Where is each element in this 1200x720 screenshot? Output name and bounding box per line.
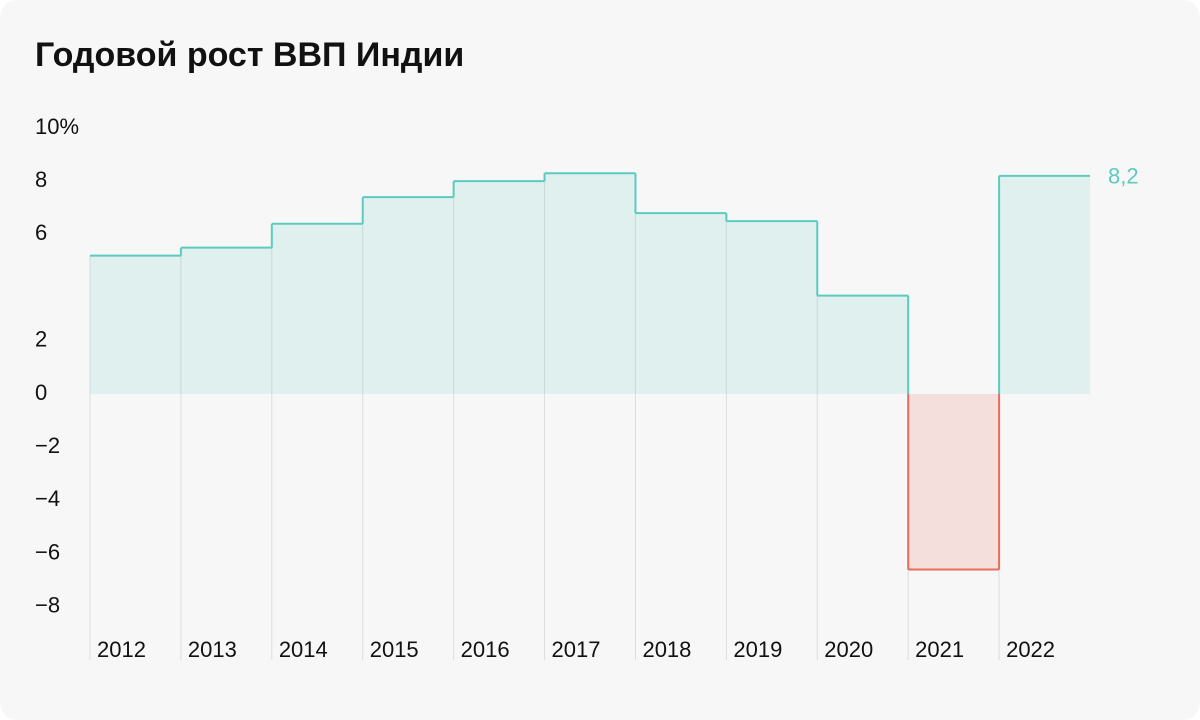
x-tick-label: 2017	[552, 637, 601, 662]
value-label: 8,2	[1108, 164, 1139, 189]
x-tick-label: 2014	[279, 637, 328, 662]
y-tick-label: 6	[35, 220, 47, 245]
x-tick-label: 2013	[188, 637, 237, 662]
y-tick-label: −2	[35, 433, 60, 458]
bar	[635, 213, 727, 394]
y-tick-label: −4	[35, 486, 60, 511]
bar	[908, 393, 1000, 570]
x-tick-label: 2016	[461, 637, 510, 662]
x-tick-label: 2012	[97, 637, 146, 662]
bar	[362, 197, 454, 394]
bar	[544, 173, 636, 394]
x-tick-label: 2018	[642, 637, 691, 662]
x-tick-label: 2015	[370, 637, 419, 662]
bar	[90, 255, 181, 394]
y-tick-label: 8	[35, 167, 47, 192]
y-tick-label: −6	[35, 539, 60, 564]
bar	[999, 175, 1090, 394]
x-tick-label: 2020	[824, 637, 873, 662]
bar	[180, 247, 272, 394]
x-tick-label: 2022	[1006, 637, 1055, 662]
bar	[453, 181, 545, 394]
y-tick-label: −8	[35, 593, 60, 618]
y-tick-label: 2	[35, 327, 47, 352]
y-tick-label: 10%	[35, 114, 79, 139]
y-tick-label: 0	[35, 380, 47, 405]
bar	[271, 223, 363, 394]
bar	[817, 295, 909, 394]
chart-title: Годовой рост ВВП Индии	[35, 36, 464, 74]
x-tick-label: 2019	[733, 637, 782, 662]
x-tick-label: 2021	[915, 637, 964, 662]
bar	[726, 221, 818, 394]
